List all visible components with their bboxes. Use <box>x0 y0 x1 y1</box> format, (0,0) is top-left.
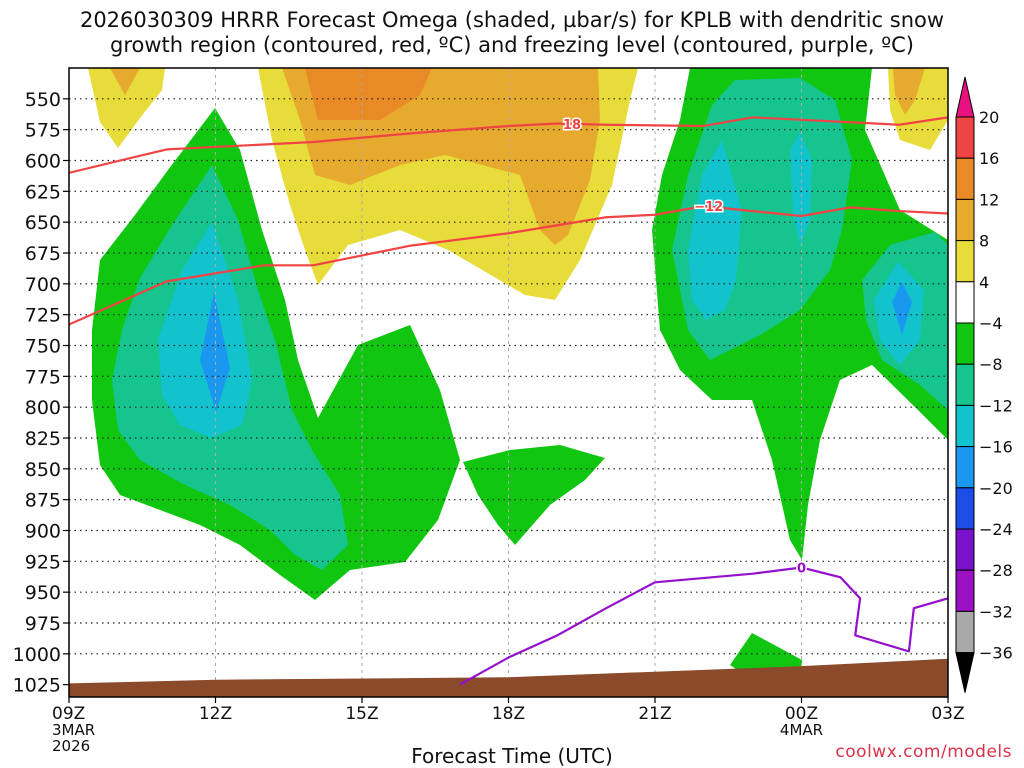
colorbar-label: 12 <box>979 190 999 209</box>
colorbar-swatch <box>955 198 975 242</box>
colorbar-swatch <box>955 528 975 571</box>
title-line-2: growth region (contoured, red, ºC) and f… <box>110 33 914 57</box>
y-tick-label: 975 <box>25 613 61 635</box>
colorbar-label: −20 <box>979 479 1013 498</box>
omega-region-positive <box>893 68 925 115</box>
colorbar-label: 4 <box>979 273 989 292</box>
x-tick-label: 00Z <box>785 704 818 724</box>
y-axis: 550 575 600 625 650 675 700 725 750 775 800 825 850 8… <box>13 89 69 697</box>
y-tick-label: 725 <box>25 305 61 327</box>
colorbar-swatch <box>955 487 975 530</box>
y-tick-label: 675 <box>25 243 61 265</box>
x-axis-label: Forecast Time (UTC) <box>411 744 613 768</box>
x-tick-label: 18Z <box>492 704 525 724</box>
colorbar-label: −32 <box>979 602 1013 621</box>
y-tick-label: 575 <box>25 120 61 142</box>
colorbar-label: −12 <box>979 396 1013 415</box>
colorbar-label: −28 <box>979 561 1013 580</box>
x-tick-year: 2026 <box>52 737 90 755</box>
colorbar-swatch <box>955 322 975 365</box>
colorbar-swatch <box>955 404 975 448</box>
terrain <box>69 658 948 697</box>
terrain-surface <box>69 658 948 697</box>
colorbar-label: 20 <box>979 108 999 127</box>
colorbar-swatch <box>955 240 975 283</box>
omega-region-positive <box>88 68 165 148</box>
omega-region-negative <box>463 445 605 545</box>
x-tick-label: 15Z <box>345 704 378 724</box>
colorbar-label: −24 <box>979 520 1013 539</box>
y-tick-label: 625 <box>25 181 61 203</box>
colorbar: 20 16 12 8 4 −4 −8 −12 −16 −20 −24 −28 −32 −36 <box>955 76 1013 693</box>
y-tick-label: 925 <box>25 551 61 573</box>
y-tick-label: 750 <box>25 336 61 358</box>
contour-line <box>69 116 948 174</box>
colorbar-swatch <box>955 281 975 324</box>
y-tick-label: 850 <box>25 459 61 481</box>
y-tick-label: 950 <box>25 582 61 604</box>
y-tick-label: 900 <box>25 521 61 543</box>
colorbar-swatch <box>955 446 975 489</box>
contour-line <box>69 205 948 326</box>
colorbar-label: 8 <box>979 232 989 251</box>
y-tick-label: 875 <box>25 490 61 512</box>
y-tick-label: 650 <box>25 212 61 234</box>
y-tick-label: 550 <box>25 89 61 111</box>
colorbar-label: −16 <box>979 438 1013 457</box>
omega-region-positive <box>305 68 432 120</box>
y-tick-label: 1000 <box>13 644 61 666</box>
y-tick-label: 775 <box>25 366 61 388</box>
y-tick-label: 800 <box>25 397 61 419</box>
colorbar-label: −4 <box>979 314 1003 333</box>
omega-region-positive <box>110 68 140 95</box>
colorbar-arrow-bottom <box>955 652 975 693</box>
omega-shading <box>88 68 948 675</box>
omega-region-negative <box>688 140 742 320</box>
contour-line <box>459 566 948 686</box>
x-tick-date: 3MAR <box>52 721 95 739</box>
colorbar-swatch <box>955 610 975 654</box>
contour-label: 18 <box>563 118 581 133</box>
colorbar-label: −8 <box>979 355 1003 374</box>
y-tick-label: 700 <box>25 274 61 296</box>
chart-title: 2026030309 HRRR Forecast Omega (shaded, … <box>0 8 1024 58</box>
x-tick-label: 09Z <box>52 704 85 724</box>
colorbar-label: 16 <box>979 149 999 168</box>
title-line-1: 2026030309 HRRR Forecast Omega (shaded, … <box>79 8 945 32</box>
omega-region-negative <box>200 292 230 412</box>
contour-label: 0 <box>797 562 806 577</box>
colorbar-arrow-top <box>955 76 975 118</box>
colorbar-swatch <box>955 157 975 200</box>
x-tick-label: 12Z <box>199 704 232 724</box>
x-tick-label: 21Z <box>638 704 671 724</box>
contours: 18 −12 0 <box>69 116 948 686</box>
omega-region-negative <box>892 282 912 335</box>
y-tick-label: 600 <box>25 151 61 173</box>
y-tick-label: 825 <box>25 428 61 450</box>
x-tick-date: 4MAR <box>780 721 823 739</box>
omega-region-negative <box>158 222 252 438</box>
x-tick-label: 03Z <box>931 704 964 724</box>
grid <box>69 68 948 697</box>
colorbar-label: −36 <box>979 644 1013 663</box>
colorbar-swatch <box>955 116 975 159</box>
contour-label: −12 <box>694 200 723 215</box>
colorbar-swatch <box>955 569 975 612</box>
colorbar-swatch <box>955 363 975 406</box>
site-credit[interactable]: coolwx.com/models <box>835 742 1012 762</box>
omega-region-negative <box>730 633 802 675</box>
y-tick-label: 1025 <box>13 675 61 697</box>
